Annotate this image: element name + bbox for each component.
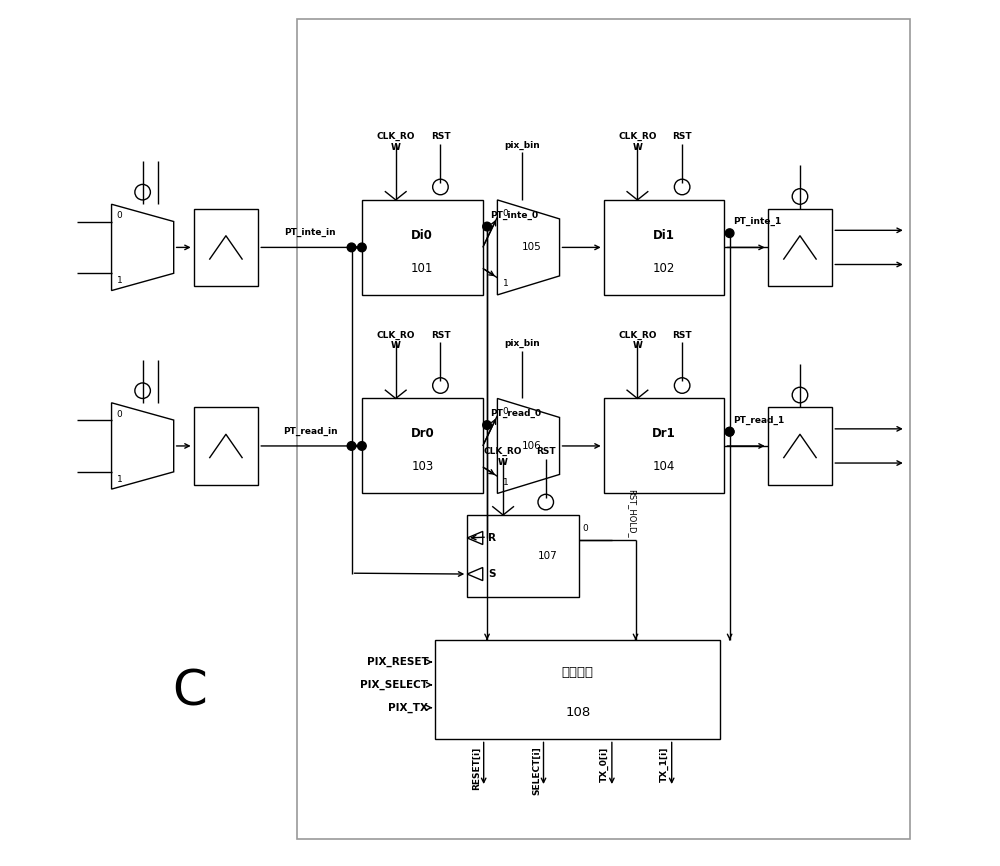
Circle shape: [725, 229, 734, 237]
Text: 0: 0: [117, 211, 122, 220]
Text: 1: 1: [117, 475, 122, 484]
Bar: [768, 209, 832, 287]
Text: 0: 0: [503, 407, 508, 416]
Bar: [768, 407, 832, 485]
Text: RST_HOLD_: RST_HOLD_: [627, 489, 636, 538]
Bar: [467, 515, 579, 597]
Text: Di1: Di1: [653, 229, 675, 242]
Text: 106: 106: [522, 441, 541, 451]
Text: PT_inte_1: PT_inte_1: [733, 217, 781, 226]
Text: CLK_RO: CLK_RO: [484, 447, 522, 456]
Text: 108: 108: [565, 706, 590, 719]
Text: pix_bin: pix_bin: [504, 140, 540, 150]
Bar: [362, 398, 483, 494]
Text: SELECT[i]: SELECT[i]: [532, 746, 541, 795]
Text: PIX_TX: PIX_TX: [388, 702, 428, 713]
Text: pix_bin: pix_bin: [504, 339, 540, 348]
Text: C: C: [172, 668, 207, 716]
Text: W: W: [632, 143, 642, 152]
Text: W: W: [632, 341, 642, 350]
Text: 0: 0: [117, 410, 122, 418]
Text: 1: 1: [503, 477, 508, 487]
Text: Dr0: Dr0: [410, 427, 434, 440]
Bar: [297, 19, 910, 838]
Text: 1: 1: [117, 276, 122, 286]
Circle shape: [358, 243, 366, 252]
Text: PIX_SELECT: PIX_SELECT: [360, 680, 428, 690]
Text: W: W: [391, 341, 401, 350]
Text: S: S: [488, 569, 495, 579]
Text: 组合逻辑: 组合逻辑: [562, 667, 594, 680]
Text: PT_inte_0: PT_inte_0: [490, 210, 538, 220]
Text: TX_0[i]: TX_0[i]: [600, 746, 609, 782]
Text: W: W: [498, 457, 508, 467]
Bar: [604, 200, 724, 295]
Text: CLK_RO: CLK_RO: [618, 132, 657, 141]
Text: 105: 105: [522, 242, 541, 252]
Text: 0: 0: [503, 209, 508, 217]
Text: CLK_RO: CLK_RO: [618, 331, 657, 339]
Bar: [435, 640, 720, 740]
Text: W: W: [391, 143, 401, 152]
Text: RST: RST: [672, 331, 692, 339]
Text: RST: RST: [536, 448, 556, 456]
Circle shape: [347, 442, 356, 450]
Text: RST: RST: [431, 132, 450, 141]
Text: Dr1: Dr1: [652, 427, 676, 440]
Text: 102: 102: [653, 262, 675, 275]
Text: RST: RST: [431, 331, 450, 339]
Bar: [194, 407, 258, 485]
Text: PT_read_0: PT_read_0: [490, 409, 541, 418]
Bar: [194, 209, 258, 287]
Text: RESET[i]: RESET[i]: [472, 746, 481, 790]
Circle shape: [725, 428, 734, 436]
Text: CLK_RO: CLK_RO: [376, 331, 415, 339]
Circle shape: [483, 223, 491, 231]
Bar: [604, 398, 724, 494]
Text: R: R: [488, 533, 496, 543]
Text: 0: 0: [582, 524, 588, 533]
Text: 101: 101: [411, 262, 433, 275]
Circle shape: [483, 421, 491, 430]
Circle shape: [347, 243, 356, 252]
Text: RST: RST: [672, 132, 692, 141]
Bar: [362, 200, 483, 295]
Text: PT_read_1: PT_read_1: [733, 416, 784, 425]
Text: PIX_RESET: PIX_RESET: [367, 657, 428, 667]
Text: 103: 103: [411, 461, 433, 474]
Text: 1: 1: [503, 279, 508, 288]
Text: TX_1[i]: TX_1[i]: [660, 746, 669, 782]
Circle shape: [725, 428, 734, 436]
Text: PT_inte_in: PT_inte_in: [284, 228, 336, 237]
Text: 107: 107: [538, 551, 558, 561]
Circle shape: [358, 442, 366, 450]
Text: CLK_RO: CLK_RO: [376, 132, 415, 141]
Text: 104: 104: [653, 461, 675, 474]
Text: PT_read_in: PT_read_in: [283, 426, 337, 436]
Text: Di0: Di0: [411, 229, 433, 242]
